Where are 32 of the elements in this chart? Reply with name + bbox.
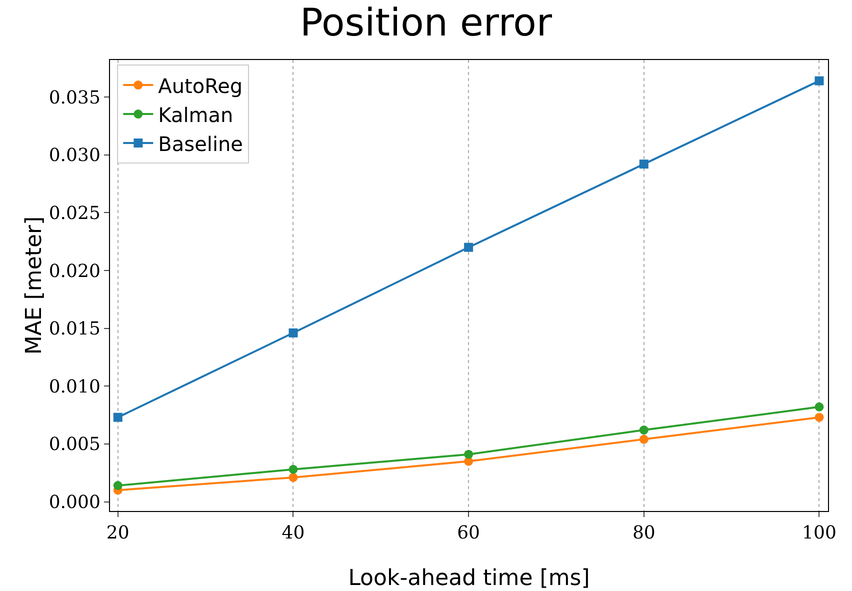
- point: [288, 464, 298, 474]
- y-tick-label: 0.010: [48, 376, 100, 398]
- legend-label: AutoReg: [158, 74, 243, 98]
- y-axis-title: MAE [meter]: [22, 216, 47, 355]
- point: [464, 242, 474, 252]
- chart-title: Position error: [300, 0, 552, 44]
- point: [113, 481, 122, 490]
- point: [464, 450, 474, 459]
- y-tick-label: 0.035: [48, 87, 100, 108]
- y-tick-label: 0.000: [48, 492, 100, 514]
- x-tick-label: 60: [457, 522, 480, 544]
- legend-label: Kalman: [158, 102, 234, 127]
- point: [814, 76, 824, 86]
- x-axis-title: Look-ahead time [ms]: [348, 566, 590, 591]
- x-tick-label: 100: [802, 522, 836, 544]
- y-tick-label: 0.005: [48, 434, 100, 456]
- x-tick-label: 20: [106, 522, 130, 544]
- y-tick-label: 0.030: [48, 145, 100, 166]
- y-tick-label: 0.015: [48, 318, 100, 340]
- point: [639, 434, 648, 444]
- y-tick-label: 0.020: [48, 260, 100, 282]
- point: [639, 160, 648, 169]
- point: [814, 412, 824, 422]
- y-tick-label: 0.025: [48, 202, 100, 224]
- point: [113, 412, 122, 422]
- legend-label: Baseline: [158, 132, 243, 156]
- point: [639, 426, 648, 435]
- point: [288, 328, 298, 338]
- point: [814, 402, 824, 412]
- x-tick-label: 80: [632, 522, 656, 544]
- x-tick-label: 40: [282, 522, 305, 544]
- point: [288, 472, 298, 482]
